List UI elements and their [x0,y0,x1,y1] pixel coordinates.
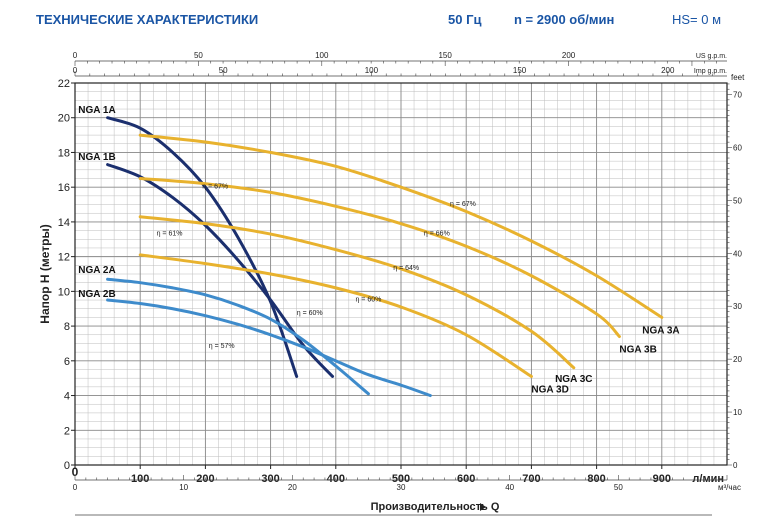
usgpm-tick-label: 0 [73,51,78,60]
series-line-nga-3a [138,133,664,319]
series-label-nga-1a: NGA 1A [78,105,115,116]
feet-tick-label: 30 [733,302,742,311]
usgpm-unit-label: US g.p.m. [696,53,727,60]
feet-tick-label: 70 [733,91,742,100]
y-tick-label: 16 [58,182,70,194]
y-tick-label: 6 [64,356,70,368]
efficiency-annotation: η = 67% [450,201,476,208]
y-tick-label: 4 [64,391,70,403]
x-axis-title-arrow [480,503,486,511]
efficiency-annotation: η = 67% [202,183,228,190]
feet-tick-label: 50 [733,196,742,205]
series-label-nga-2a: NGA 2A [78,265,115,276]
usgpm-tick-label: 50 [194,51,203,60]
impgpm-unit-label: Imp g.p.m. [694,68,727,75]
m3h-tick-label: 50 [614,483,623,492]
series-label-nga-2b: NGA 2B [78,289,115,300]
impgpm-tick-label: 100 [365,66,379,75]
y-tick-label: 18 [58,147,70,159]
efficiency-annotation: η = 61% [157,230,183,237]
series-line-nga-3d [138,253,533,378]
m3h-tick-label: 20 [288,483,297,492]
efficiency-annotation: η = 57% [209,343,235,350]
series-label-nga-3c: NGA 3C [555,374,592,385]
feet-tick-label: 0 [733,461,738,470]
series-line-nga-1a [106,116,299,378]
y-tick-label: 14 [58,217,70,229]
x-tick-label: 0 [72,465,79,479]
efficiency-annotation: η = 64% [393,265,419,272]
y-tick-label: 22 [58,78,70,90]
efficiency-annotation: η = 66% [424,230,450,237]
m3h-tick-label: 30 [397,483,406,492]
x-unit-label: л/мин [692,473,724,485]
hs-label: HS= 0 м [672,12,722,27]
feet-tick-label: 20 [733,355,742,364]
y-tick-label: 8 [64,321,70,333]
impgpm-tick-label: 150 [513,66,527,75]
series-line-nga-3c [138,215,576,370]
feet-tick-label: 40 [733,249,742,258]
m3h-unit-label: м³/час [718,483,741,492]
series-line-nga-2b [106,298,432,398]
x-axis-title: Производительность Q [371,501,500,513]
series-label-nga-1b: NGA 1B [78,152,115,163]
impgpm-tick-label: 0 [73,66,78,75]
page-title: ТЕХНИЧЕСКИЕ ХАРАКТЕРИСТИКИ [36,12,259,27]
efficiency-annotation: η = 60% [297,310,323,317]
feet-tick-label: 60 [733,143,742,152]
y-tick-label: 12 [58,252,70,264]
speed-label: n = 2900 об/мин [514,12,615,27]
usgpm-tick-label: 100 [315,51,329,60]
series-label-nga-3a: NGA 3A [642,326,679,337]
series-line-nga-2a [106,277,370,396]
m3h-tick-label: 10 [179,483,188,492]
m3h-tick-label: 40 [505,483,514,492]
feet-unit-label: feet [731,73,745,82]
y-tick-label: 2 [64,425,70,437]
y-tick-label: 20 [58,113,70,125]
impgpm-tick-label: 200 [661,66,675,75]
series-line-nga-3b [138,177,621,339]
y-axis-title: Напор H (метры) [38,224,52,323]
usgpm-tick-label: 200 [562,51,576,60]
efficiency-annotation: η = 60% [355,296,381,303]
series-label-nga-3d: NGA 3D [531,385,568,396]
frequency-label: 50 Гц [448,12,482,27]
usgpm-tick-label: 150 [438,51,452,60]
y-tick-label: 0 [64,460,70,472]
feet-tick-label: 10 [733,408,742,417]
series-label-nga-3b: NGA 3B [619,345,656,356]
m3h-tick-label: 0 [73,483,78,492]
y-tick-label: 10 [58,286,70,298]
impgpm-tick-label: 50 [219,66,228,75]
